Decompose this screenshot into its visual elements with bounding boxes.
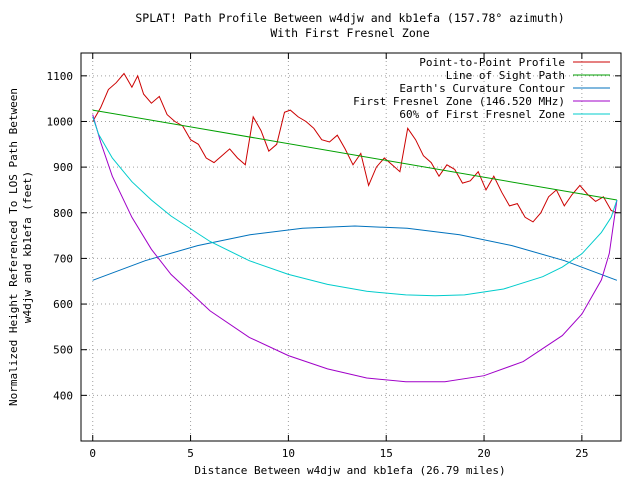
series-line-point-to-point-profile [92,72,618,223]
x-tick-label: 25 [575,447,588,460]
chart-subtitle: With First Fresnel Zone [270,26,429,40]
axis-ticks: 400 500 600 700 800 900 1000 1100 0 5 10 15 20 25 [47,53,621,460]
x-tick-label: 10 [282,447,295,460]
y-tick-label: 1100 [47,70,74,83]
series-line-earth-s-curvature-contour [92,225,618,281]
series-line-line-of-sight-path [92,109,617,201]
x-tick-label: 15 [380,447,393,460]
x-tick-label: 20 [477,447,490,460]
legend-label: First Fresnel Zone (146.520 MHz) [353,95,565,108]
y-axis-label-line2: w4djw and kb1efa (feet) [21,171,34,323]
series-line-60-of-first-fresnel-zone [92,116,618,297]
x-axis-label: Distance Between w4djw and kb1efa (26.79… [194,464,505,477]
chart-title: SPLAT! Path Profile Between w4djw and kb… [135,11,564,25]
y-tick-label: 500 [53,344,73,357]
y-tick-label: 700 [53,252,73,265]
legend-label: Earth's Curvature Contour [399,82,565,95]
plot-frame [80,52,622,442]
x-tick-label: 5 [187,447,194,460]
legend-label: Point-to-Point Profile [419,56,565,69]
series-line-first-fresnel-zone-146-520-mhz [92,114,618,383]
y-axis-label-line1: Normalized Height Referenced To LOS Path… [7,88,20,406]
x-tick-label: 0 [89,447,96,460]
series-group [92,72,618,383]
y-tick-label: 400 [53,389,73,402]
y-tick-label: 900 [53,161,73,174]
y-tick-label: 800 [53,207,73,220]
y-tick-label: 600 [53,298,73,311]
y-tick-label: 1000 [47,115,74,128]
legend-label: Line of Sight Path [446,69,565,82]
legend-label: 60% of First Fresnel Zone [399,108,565,121]
